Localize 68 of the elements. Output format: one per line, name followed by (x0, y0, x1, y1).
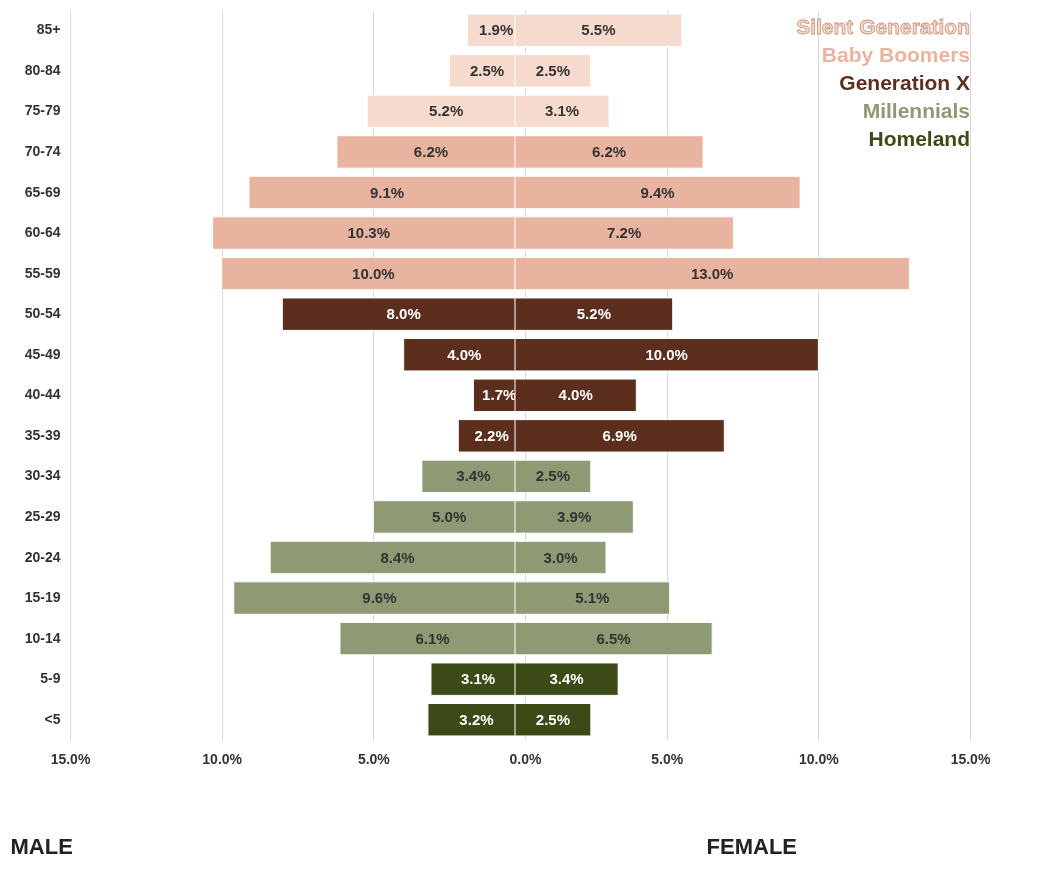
data-label: 6.9% (602, 426, 637, 444)
data-label: 5.1% (575, 589, 610, 607)
data-label: 3.1% (544, 102, 580, 120)
data-label: 3.0% (543, 548, 578, 566)
y-tick-label: 35-39 (24, 426, 61, 443)
text: Millennials (862, 99, 970, 122)
y-tick-label: 5-9 (40, 670, 61, 687)
data-label: 2.5% (469, 61, 505, 79)
data-label: 2.5% (535, 467, 571, 485)
x-tick-label: 5.0% (651, 750, 684, 767)
text: Homeland (868, 127, 970, 150)
data-label: 5.2% (576, 305, 611, 323)
data-label: 5.5% (581, 21, 616, 39)
y-tick-label: 40-44 (24, 386, 61, 403)
y-tick-label: 25-29 (24, 507, 61, 524)
x-tick-label: 5.0% (357, 750, 391, 767)
data-label: 5.2% (429, 102, 464, 120)
data-label: 6.2% (413, 142, 449, 160)
data-label: 4.0% (558, 386, 593, 404)
data-label: 9.4% (640, 183, 675, 201)
data-label: 10.3% (347, 224, 391, 242)
y-tick-label: 50-54 (24, 305, 61, 322)
data-label: 3.2% (459, 710, 494, 728)
text: Silent Generation (796, 15, 970, 38)
y-tick-label: 45-49 (24, 345, 61, 362)
data-label: 3.4% (456, 467, 491, 485)
y-tick-label: <5 (44, 710, 61, 727)
data-label: 9.1% (369, 183, 405, 201)
data-label: 1.7% (482, 386, 517, 404)
x-tick-label: 10.0% (798, 750, 840, 767)
y-tick-label: 55-59 (24, 264, 61, 281)
data-label: 10.0% (352, 264, 395, 282)
data-label: 3.4% (549, 670, 584, 688)
data-label: 7.2% (607, 224, 642, 242)
y-tick-label: 10-14 (24, 629, 61, 646)
text: Baby Boomers (821, 43, 970, 66)
x-tick-label: 15.0% (950, 750, 991, 767)
x-tick-label: 10.0% (202, 750, 243, 767)
data-label: 6.1% (415, 629, 450, 647)
data-label: 6.5% (596, 629, 631, 647)
y-tick-label: 80-84 (24, 61, 61, 78)
y-tick-label: 30-34 (24, 467, 61, 484)
y-tick-label: 70-74 (24, 142, 61, 159)
data-label: 3.9% (557, 507, 592, 525)
x-axis-title: MALE (10, 833, 73, 859)
data-label: 1.9% (479, 21, 514, 39)
data-label: 3.1% (460, 670, 496, 688)
data-label: 2.2% (474, 426, 509, 444)
x-tick-label: 15.0% (50, 750, 91, 767)
data-label: 2.5% (535, 710, 571, 728)
data-label: 5.0% (432, 507, 467, 525)
y-tick-label: 85+ (36, 21, 61, 38)
data-label: 6.2% (591, 142, 627, 160)
y-tick-label: 65-69 (24, 183, 61, 200)
data-label: 2.5% (535, 61, 571, 79)
data-label: 13.0% (690, 264, 734, 282)
y-tick-label: 15-19 (24, 589, 61, 606)
text: Generation X (839, 71, 970, 94)
x-tick-label: 0.0% (509, 750, 542, 767)
x-axis-title: FEMALE (706, 833, 798, 859)
y-tick-label: 60-64 (24, 224, 61, 241)
data-label: 8.0% (386, 305, 421, 323)
y-tick-label: 20-24 (24, 548, 61, 565)
y-tick-label: 75-79 (24, 102, 61, 119)
data-label: 8.4% (380, 548, 415, 566)
data-label: 9.6% (362, 589, 397, 607)
data-label: 10.0% (645, 345, 688, 363)
data-label: 4.0% (447, 345, 482, 363)
